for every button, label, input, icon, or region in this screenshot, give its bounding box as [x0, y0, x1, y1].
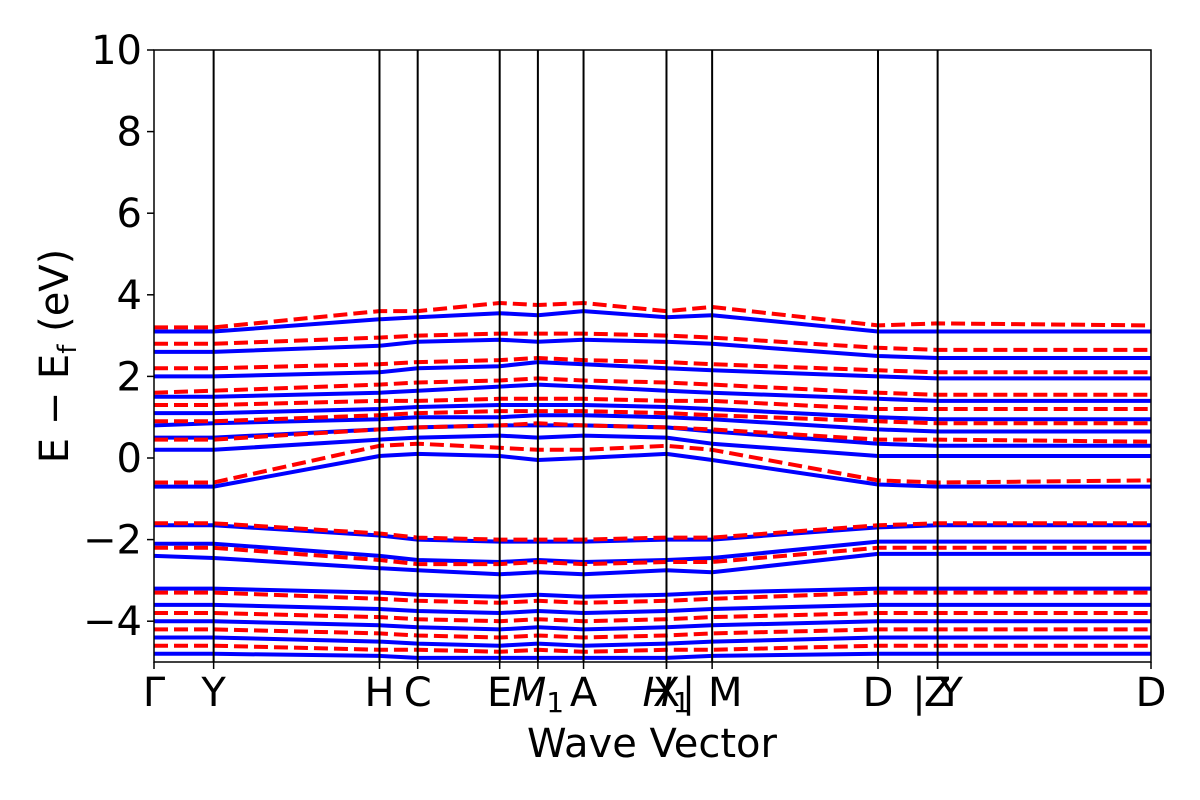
solid-band-7 — [154, 337, 1151, 360]
solid-band-16 — [154, 651, 1151, 660]
x-tick-label-8: H1 — [643, 670, 691, 719]
y-tick-label-2: 0 — [117, 436, 142, 482]
solid-band-11 — [154, 551, 1151, 577]
x-tick-label-11: Z — [924, 670, 951, 716]
y-axis-label-sub: f — [53, 344, 83, 354]
solid-band-10 — [154, 539, 1151, 564]
x-tick-label-2: H — [364, 670, 394, 716]
x-tick-label-13: D — [1136, 670, 1167, 716]
dashed-band-6 — [154, 331, 1151, 352]
x-tick-label-main-11: Z — [924, 670, 951, 716]
x-tick-label-main-6: A — [570, 670, 598, 716]
solid-band-4 — [154, 403, 1151, 422]
x-tick-label-sub-5: 1 — [546, 686, 564, 719]
dashed-band-7 — [154, 301, 1151, 330]
y-tick-label-3: 2 — [117, 354, 142, 400]
y-axis-label-main: E − E — [32, 354, 78, 464]
dashed-band-4 — [154, 376, 1151, 397]
dashed-band-3 — [154, 396, 1151, 411]
solid-band-8 — [154, 309, 1151, 334]
dashed-band-1 — [154, 421, 1151, 444]
dashed-band-2 — [154, 409, 1151, 426]
solid-band-0 — [154, 451, 1151, 489]
dashed-band-13 — [154, 643, 1151, 654]
x-tick-label-main-1: Y — [200, 670, 226, 716]
x-tick-label-12: | Y — [912, 670, 963, 716]
x-tick-label-main-12: | Y — [912, 670, 963, 716]
y-axis-label-unit: (eV) — [32, 249, 78, 345]
y-tick-label-4: 4 — [117, 273, 142, 319]
y-tick-label-0: −4 — [83, 599, 142, 645]
solid-band-5 — [154, 382, 1151, 403]
dashed-band-12 — [154, 627, 1151, 640]
dashed-band-5 — [154, 356, 1151, 375]
x-tick-label-5: M1 — [512, 670, 564, 719]
bands-layer — [154, 301, 1151, 660]
y-tick-label-1: −2 — [83, 518, 142, 564]
high-symmetry-lines — [212, 50, 939, 662]
x-tick-label-main-7: X — [653, 670, 680, 716]
solid-band-1 — [154, 433, 1151, 458]
x-tick-label-main-2: H — [364, 670, 394, 716]
x-tick-label-main-0: Γ — [143, 670, 166, 716]
dashed-band-10 — [154, 590, 1151, 605]
x-tick-label-1: Y — [200, 670, 226, 716]
x-tick-label-9: | M — [682, 670, 743, 716]
dashed-band-9 — [154, 545, 1151, 567]
solid-band-14 — [154, 619, 1151, 632]
x-tick-label-4: E — [487, 670, 512, 716]
dashed-band-8 — [154, 521, 1151, 542]
solid-band-13 — [154, 602, 1151, 615]
plot-frame — [153, 49, 1152, 663]
solid-band-6 — [154, 360, 1151, 381]
x-tick-label-main-3: C — [404, 670, 432, 716]
x-tick-label-10: D — [863, 670, 894, 716]
y-tick-label-7: 10 — [91, 28, 142, 74]
x-tick-label-main-4: E — [487, 670, 512, 716]
x-tick-label-main-8: H — [643, 670, 673, 716]
x-tick-label-sub-8: 1 — [673, 686, 691, 719]
x-tick-label-main-10: D — [863, 670, 894, 716]
solid-band-3 — [154, 413, 1151, 434]
y-tick-label-6: 8 — [117, 110, 142, 156]
x-tick-label-0: Γ — [143, 670, 166, 716]
dashed-band-11 — [154, 611, 1151, 624]
x-tick-label-3: C — [404, 670, 432, 716]
x-tick-label-main-13: D — [1136, 670, 1167, 716]
solid-band-15 — [154, 635, 1151, 648]
x-tick-label-7: X — [653, 670, 680, 716]
solid-band-12 — [154, 586, 1151, 599]
y-tick-label-5: 6 — [117, 191, 142, 237]
x-tick-label-main-9: | M — [682, 670, 743, 716]
y-axis-ticks: −4 −2 0 2 4 6 8 10 — [83, 28, 154, 645]
x-tick-label-main-5: M — [512, 670, 547, 716]
dashed-band-0 — [154, 441, 1151, 485]
x-tick-label-6: A — [570, 670, 598, 716]
x-axis-label: Wave Vector — [527, 721, 778, 767]
y-axis-label: E − Ef (eV) — [32, 249, 83, 464]
